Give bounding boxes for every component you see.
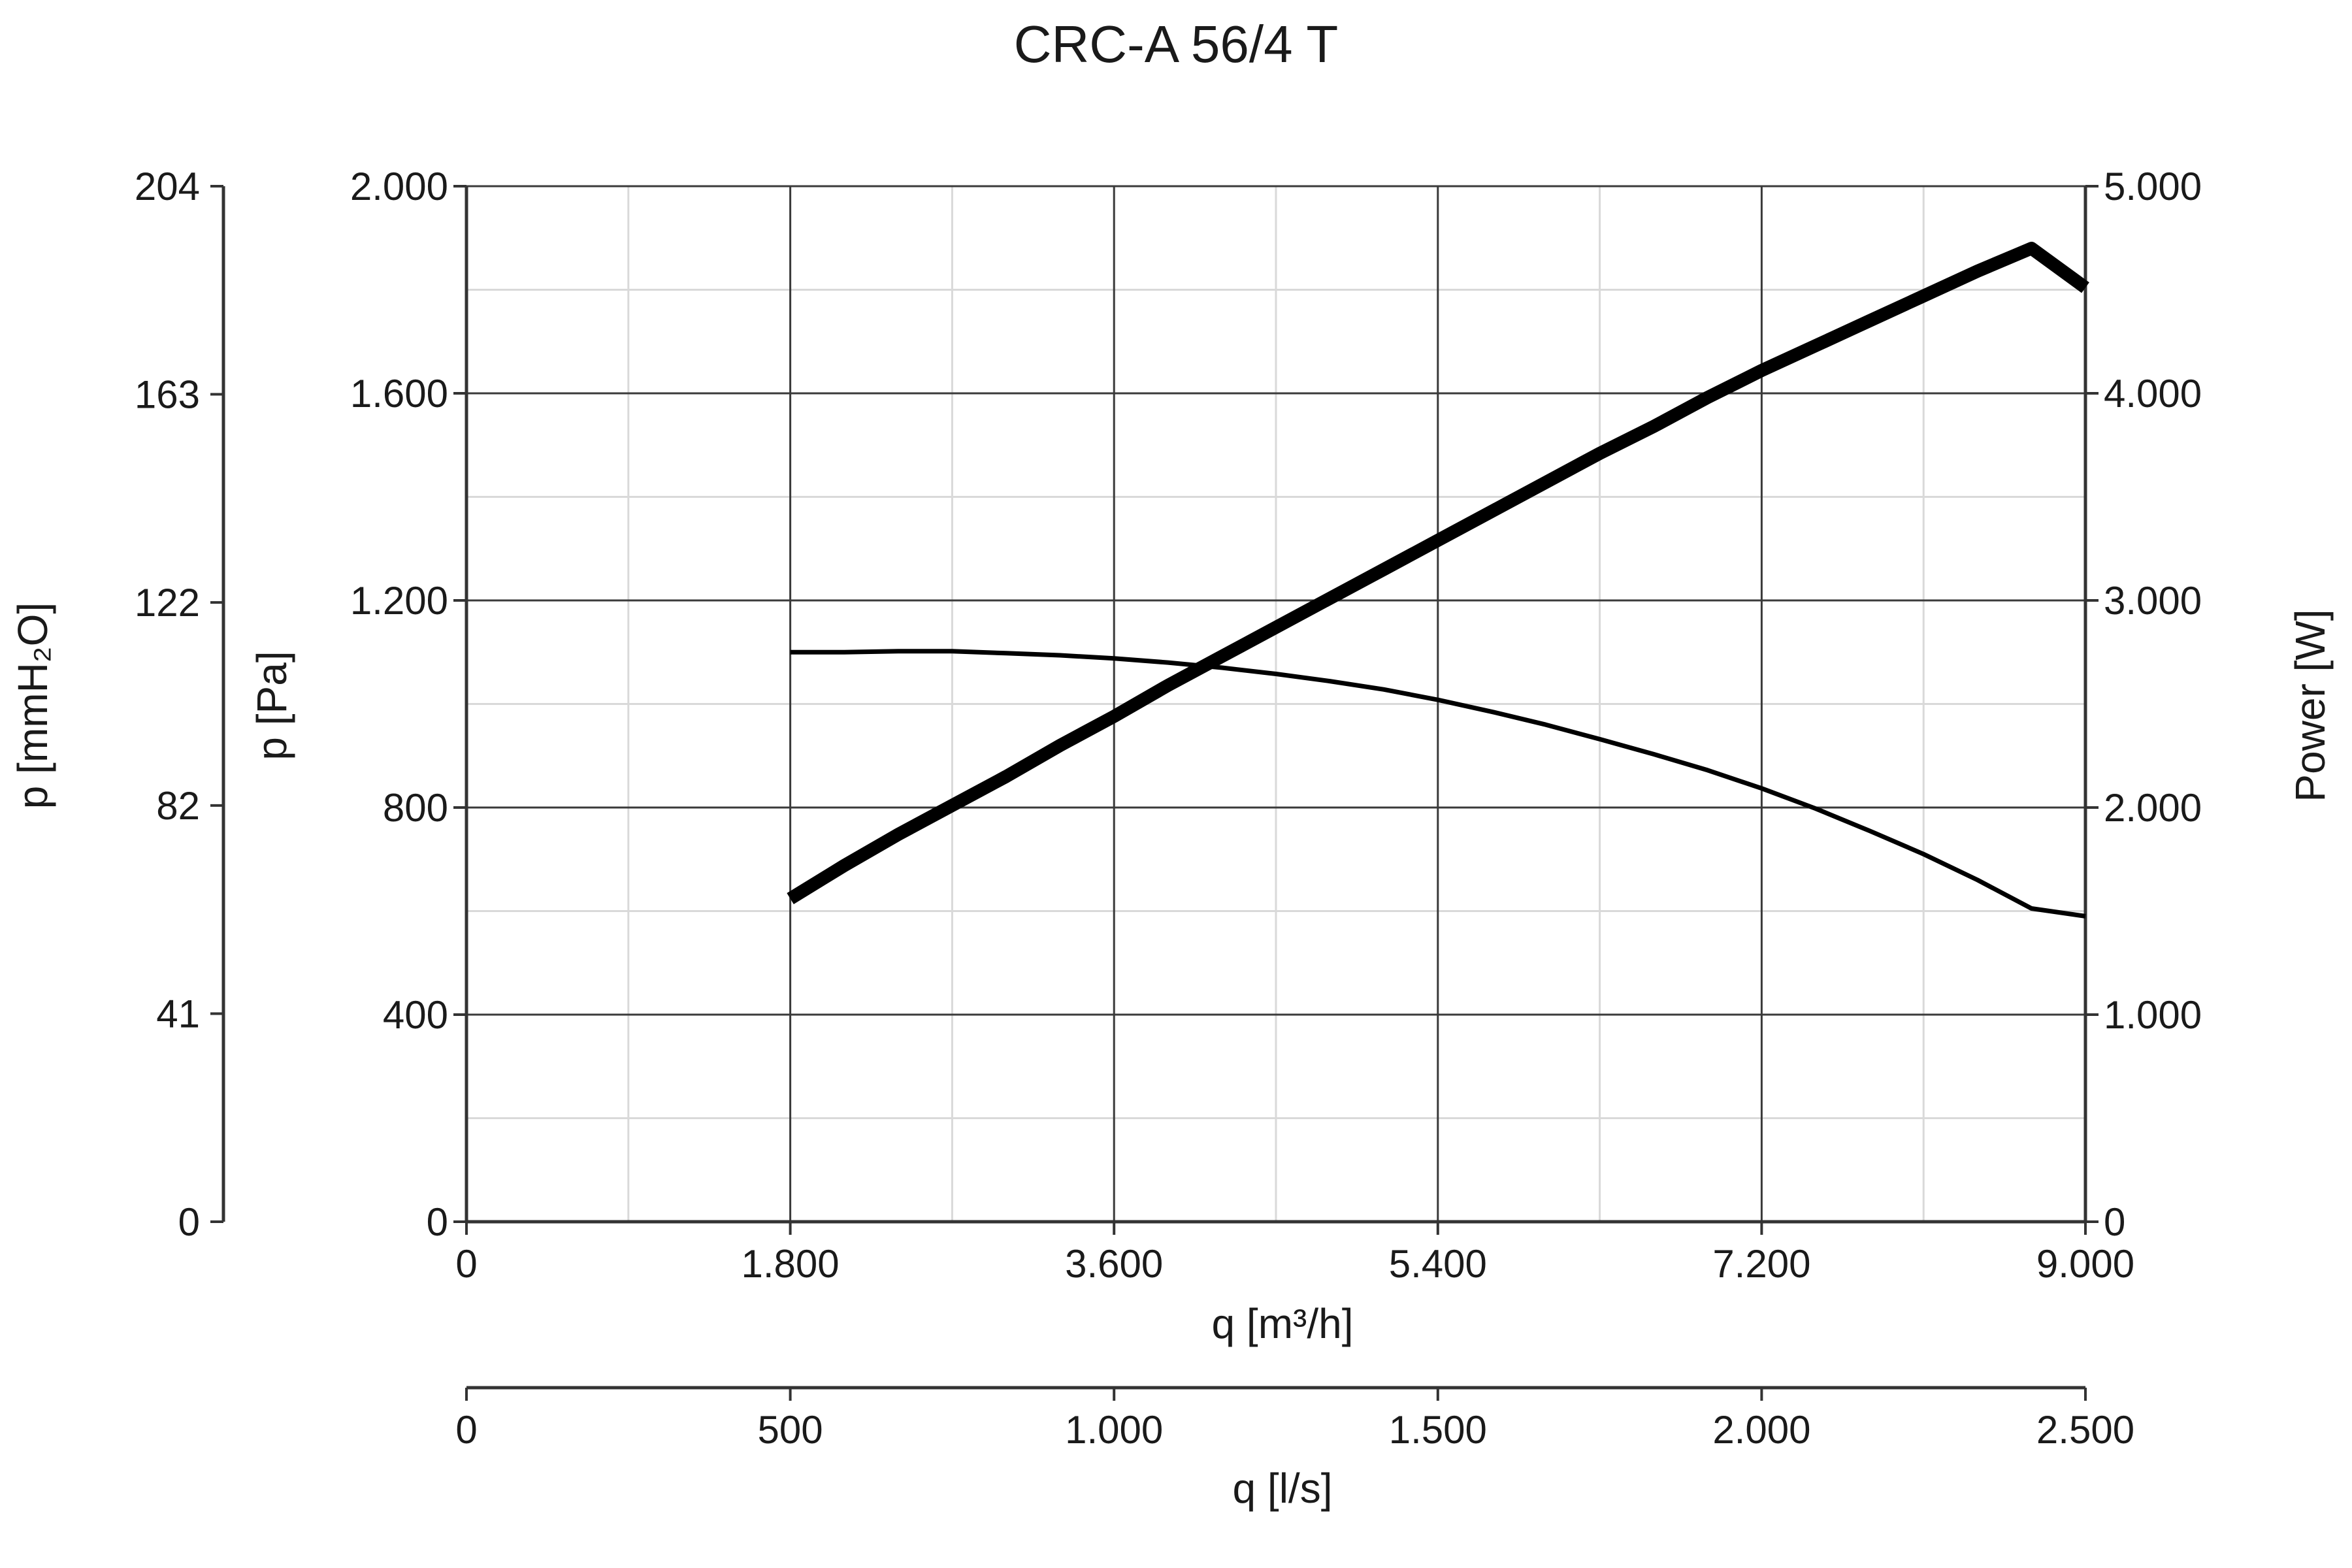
x-axis-title: q [m³/h] (1212, 1300, 1354, 1347)
x2-tick-label: 1.000 (1065, 1408, 1163, 1452)
y2-tick-label: 0 (2104, 1200, 2125, 1244)
data-series (787, 242, 2089, 919)
x2-tick-label: 1.500 (1389, 1408, 1487, 1452)
y-mmh2o-axis-title: p [mmH₂O] (9, 602, 56, 809)
y-mmh2o-tick-label: 82 (156, 784, 200, 828)
power-curve (787, 242, 2089, 905)
y-axis-title: p [Pa] (248, 651, 295, 760)
y-tick-label: 400 (383, 993, 448, 1037)
y2-tick-label: 2.000 (2104, 786, 2202, 830)
y-mmh2o-tick-label: 41 (156, 992, 200, 1036)
y2-tick-label: 3.000 (2104, 579, 2202, 623)
y2-tick-label: 5.000 (2104, 165, 2202, 208)
minor-gridlines (466, 186, 2085, 1222)
x2-axis-title: q [l/s] (1233, 1465, 1333, 1512)
x-tick-label: 1.800 (742, 1242, 840, 1286)
y2-tick-label: 4.000 (2104, 372, 2202, 416)
chart-title: CRC-A 56/4 T (1014, 15, 1338, 73)
x2-tick-label: 2.000 (1712, 1408, 1810, 1452)
y-tick-label: 2.000 (350, 165, 448, 208)
tick-labels: 0 400 800 1.200 1.600 2.000 0 1.000 2.000 3.000 4.… (135, 165, 2202, 1452)
x-tick-label: 3.600 (1065, 1242, 1163, 1286)
x-tick-label: 9.000 (2036, 1242, 2134, 1286)
y-tick-label: 0 (427, 1200, 448, 1244)
y-mmh2o-tick-label: 204 (135, 165, 200, 208)
x-tick-label: 0 (455, 1242, 477, 1286)
y-mmh2o-tick-label: 163 (135, 373, 200, 417)
x2-tick-label: 500 (758, 1408, 823, 1452)
y-tick-label: 800 (383, 786, 448, 830)
pressure-curve (790, 649, 2086, 919)
x2-tick-label: 0 (455, 1408, 477, 1452)
y-mmh2o-tick-label: 0 (178, 1200, 200, 1244)
x-tick-label: 7.200 (1712, 1242, 1810, 1286)
y-tick-label: 1.200 (350, 579, 448, 623)
y2-axis-title: Power [W] (2287, 609, 2334, 802)
y2-tick-label: 1.000 (2104, 993, 2202, 1037)
axes (210, 185, 2099, 1401)
y-mmh2o-tick-label: 122 (135, 581, 200, 625)
y-tick-label: 1.600 (350, 372, 448, 416)
x-tick-label: 5.400 (1389, 1242, 1487, 1286)
x2-tick-label: 2.500 (2036, 1408, 2134, 1452)
